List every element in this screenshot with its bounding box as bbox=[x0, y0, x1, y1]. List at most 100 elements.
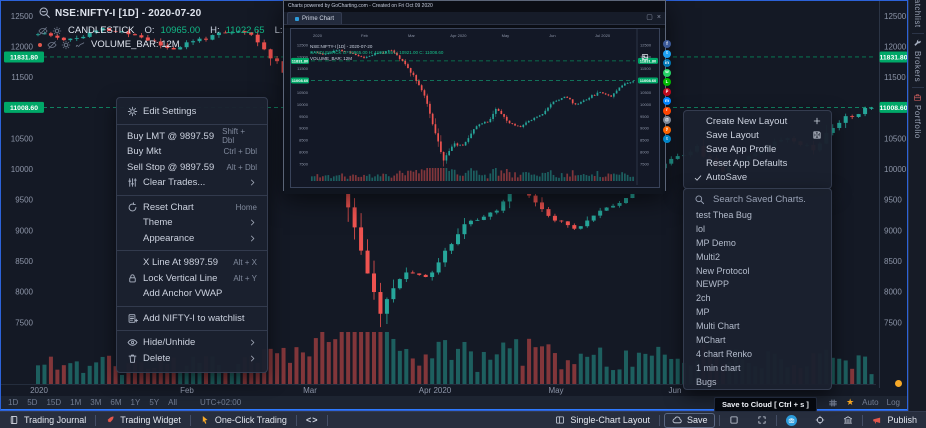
saved-chart-bugs[interactable]: Bugs bbox=[696, 376, 717, 387]
sidebar-divider bbox=[911, 86, 924, 88]
saved-chart-lol[interactable]: lol bbox=[696, 223, 706, 234]
snapshot-body: 12500 12500 12000 12000 11500 11500 10500 10500… bbox=[284, 28, 665, 194]
svg-text:10000: 10000 bbox=[884, 165, 907, 174]
saved-chart-mp[interactable]: MP bbox=[696, 307, 710, 318]
shortcut: Shift + Dbl bbox=[222, 127, 246, 146]
bank-button[interactable] bbox=[834, 412, 862, 428]
square-button[interactable] bbox=[720, 412, 748, 428]
layout-menu-item-autosave[interactable]: AutoSave bbox=[684, 171, 831, 185]
svg-text:10000: 10000 bbox=[11, 165, 34, 174]
menu-item-edit-settings[interactable]: Edit Settings bbox=[117, 104, 267, 120]
volume-bars bbox=[310, 168, 634, 181]
menu-item-theme[interactable]: Theme bbox=[117, 215, 267, 231]
one-click-trading-button[interactable]: One-Click Trading bbox=[191, 412, 296, 428]
menu-item-clear-trades[interactable]: Clear Trades... bbox=[117, 175, 267, 191]
saved-chart-4-chart-renko[interactable]: 4 chart Renko bbox=[696, 348, 753, 359]
share-line-icon[interactable]: L bbox=[663, 78, 671, 86]
saved-chart-new-protocol[interactable]: New Protocol bbox=[696, 265, 750, 276]
menu-item-lock-vertical-line[interactable]: Lock Vertical Line Alt + Y bbox=[117, 271, 267, 287]
trading-journal-button[interactable]: Trading Journal bbox=[0, 412, 95, 428]
menu-item-hide-unhide[interactable]: Hide/Unhide bbox=[117, 335, 267, 351]
share-twitter-icon[interactable]: t bbox=[663, 49, 671, 58]
menu-item-appearance[interactable]: Appearance bbox=[117, 231, 267, 247]
layout-menu-item-save-layout[interactable]: Save Layout bbox=[684, 128, 831, 142]
range-all[interactable]: All bbox=[168, 398, 178, 407]
share-pinterest-icon[interactable]: p bbox=[663, 87, 671, 96]
favorite-star-icon[interactable]: ★ bbox=[846, 397, 855, 407]
saved-chart-2ch[interactable]: 2ch bbox=[696, 293, 711, 304]
menu-item-buy-lmt-9897-59[interactable]: Buy LMT @ 9897.59 Shift + Dbl bbox=[117, 127, 267, 146]
saved-chart-mchart[interactable]: MChart bbox=[696, 335, 726, 346]
range-1m[interactable]: 1M bbox=[70, 398, 82, 407]
svg-text:11831.80: 11831.80 bbox=[10, 54, 38, 61]
menu-item-delete[interactable]: Delete bbox=[117, 351, 267, 367]
expand-button[interactable] bbox=[748, 412, 776, 428]
megaphone-icon bbox=[873, 417, 881, 424]
sidebar-tab-portfolio[interactable]: Portfolio bbox=[913, 88, 922, 144]
range-5d[interactable]: 5D bbox=[27, 398, 38, 407]
target-button[interactable] bbox=[806, 412, 834, 428]
range-3m[interactable]: 3M bbox=[90, 398, 102, 407]
share-hackernews-icon[interactable]: y bbox=[663, 125, 671, 134]
saved-chart-multi-chart[interactable]: Multi Chart bbox=[696, 321, 740, 332]
scale-auto[interactable]: Auto bbox=[862, 398, 879, 407]
range-6m[interactable]: 6M bbox=[110, 398, 122, 407]
share-whatsapp-icon[interactable]: w bbox=[663, 68, 671, 77]
svg-text:10500: 10500 bbox=[640, 90, 652, 95]
range-15d[interactable]: 15D bbox=[46, 398, 62, 407]
svg-text:2020: 2020 bbox=[30, 386, 48, 395]
menu-item-x-line-at-9897-59[interactable]: X Line At 9897.59 Alt + X bbox=[143, 257, 257, 269]
share-telegram-icon[interactable]: t bbox=[663, 135, 671, 143]
zoom-out-icon[interactable] bbox=[38, 4, 51, 22]
share-messenger-icon[interactable]: m bbox=[663, 97, 671, 105]
menu-item-sell-stop-9897-59[interactable]: Sell Stop @ 9897.59 Alt + Dbl bbox=[127, 161, 257, 173]
window-close-icon[interactable]: × bbox=[656, 14, 661, 21]
share-reddit-icon[interactable]: r bbox=[663, 106, 671, 115]
svg-text:Mar: Mar bbox=[407, 33, 415, 38]
code-button[interactable]: <> bbox=[297, 412, 328, 428]
svg-text:Apr 2020: Apr 2020 bbox=[419, 386, 452, 395]
sidebar-tab-watchlist[interactable]: Watchlist bbox=[913, 0, 922, 28]
saved-chart-newpp[interactable]: NEWPP bbox=[696, 279, 730, 290]
share-facebook-icon[interactable]: f bbox=[663, 40, 671, 48]
svg-text:11008.60: 11008.60 bbox=[291, 78, 308, 83]
window-expand-icon[interactable]: ▢ bbox=[646, 14, 653, 21]
study-volume-row[interactable]: VOLUME_BAR: 12M bbox=[38, 39, 387, 50]
svg-text:9500: 9500 bbox=[640, 114, 650, 119]
saved-charts-search[interactable]: Search Saved Charts. bbox=[684, 189, 831, 209]
scale-log[interactable]: Log bbox=[886, 398, 900, 407]
saved-chart-mp-demo[interactable]: MP Demo bbox=[696, 237, 736, 248]
saved-chart-1-min-chart[interactable]: 1 min chart bbox=[696, 362, 741, 373]
timezone[interactable]: UTC+02:00 bbox=[200, 398, 242, 407]
svg-text:12000: 12000 bbox=[296, 54, 308, 59]
svg-text:7500: 7500 bbox=[640, 161, 650, 166]
lock-icon bbox=[129, 274, 136, 283]
camera-button[interactable] bbox=[777, 412, 806, 428]
search-icon bbox=[695, 195, 705, 205]
menu-item-add-anchor-vwap[interactable]: Add Anchor VWAP bbox=[143, 288, 223, 300]
menu-item-add-nifty-i-to-watchlist[interactable]: Add NIFTY-I to watchlist bbox=[117, 311, 267, 327]
chevron-right-icon bbox=[251, 235, 255, 242]
main-chart[interactable]: 12500 12500 12000 12000 11500 11500 10500 10500… bbox=[0, 0, 908, 396]
range-5y[interactable]: 5Y bbox=[149, 398, 160, 407]
layout-menu-item-save-app-profile[interactable]: Save App Profile bbox=[706, 143, 777, 155]
tab-prime-chart[interactable]: Prime Chart bbox=[287, 12, 343, 24]
menu-item-reset-chart[interactable]: Reset Chart Home bbox=[117, 200, 267, 216]
save-button[interactable]: Save bbox=[663, 412, 716, 428]
sidebar-tab-brokers[interactable]: Brokers bbox=[913, 34, 922, 87]
share-linkedin-icon[interactable]: in bbox=[663, 59, 671, 67]
menu-item-buy-mkt[interactable]: Buy Mkt Ctrl + Dbl bbox=[127, 146, 257, 158]
saved-chart-multi2[interactable]: Multi2 bbox=[696, 251, 721, 262]
layout-menu-item-reset-app-defaults[interactable]: Reset App Defaults bbox=[706, 158, 788, 170]
grid-settings-icon bbox=[829, 398, 837, 407]
trading-widget-button[interactable]: Trading Widget bbox=[96, 412, 190, 428]
svg-text:Feb: Feb bbox=[180, 386, 194, 395]
range-1y[interactable]: 1Y bbox=[130, 398, 141, 407]
single-chart-layout-button[interactable]: Single-Chart Layout bbox=[546, 412, 659, 428]
range-1d[interactable]: 1D bbox=[8, 398, 19, 407]
publish-button[interactable]: Publish bbox=[863, 412, 926, 428]
hide-study-icon bbox=[47, 40, 57, 49]
share-email-icon[interactable]: @ bbox=[663, 116, 671, 124]
layout-menu-item-create-new-layout[interactable]: Create New Layout bbox=[684, 114, 831, 128]
saved-chart-test-thea-bug[interactable]: test Thea Bug bbox=[696, 210, 752, 221]
